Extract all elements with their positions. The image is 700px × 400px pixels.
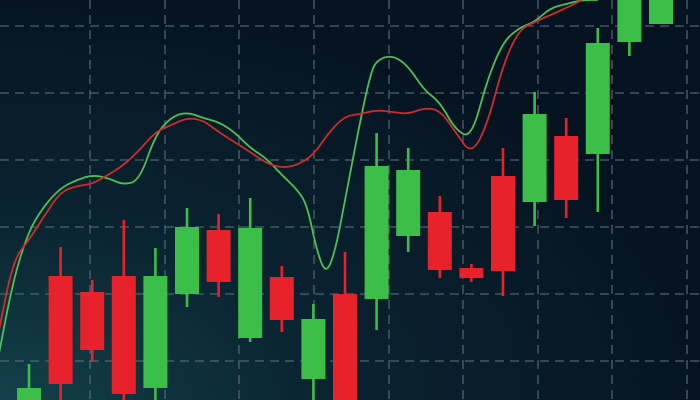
candle-body-up (649, 0, 673, 24)
candle-body-down (206, 230, 231, 282)
candle-body-up (175, 227, 199, 294)
candle-body-down (80, 292, 105, 350)
candle-1 (17, 364, 41, 400)
candle-body-up (522, 114, 547, 202)
candle-body-down (491, 176, 515, 271)
candle-17 (522, 92, 547, 226)
candle-body-up (617, 0, 642, 42)
candle-body-down (554, 136, 579, 200)
candle-13 (396, 148, 421, 252)
candle-4 (111, 220, 136, 400)
candle-14 (427, 196, 452, 278)
candle-body-up (238, 228, 263, 338)
candle-16 (491, 148, 515, 296)
candle-3 (80, 280, 105, 362)
candle-body-up (143, 276, 168, 388)
indicator-lines (0, 0, 598, 354)
candle-10 (301, 304, 326, 400)
candle-18 (554, 118, 579, 218)
candle-12 (364, 133, 389, 330)
candle-5 (143, 248, 168, 400)
candle-15 (459, 264, 484, 282)
candle-body-down (427, 212, 452, 270)
candle-body-up (17, 388, 41, 400)
candle-body-down (269, 277, 294, 320)
candle-body-up (301, 319, 326, 379)
candle-body-down (333, 294, 357, 400)
candles (17, 0, 673, 400)
candle-20 (617, 0, 642, 56)
candle-body-up (585, 43, 610, 154)
candle-body-down (459, 268, 484, 278)
indicator-line-1 (0, 0, 598, 354)
candle-8 (238, 198, 263, 342)
candle-7 (206, 214, 231, 297)
candle-2 (48, 247, 73, 400)
candle-body-down (48, 276, 73, 384)
indicator-line-2 (0, 0, 583, 330)
candle-body-up (364, 166, 389, 299)
candle-21 (649, 0, 673, 24)
candle-19 (585, 28, 610, 212)
candle-6 (175, 208, 199, 307)
candle-body-up (396, 170, 421, 236)
candle-11 (333, 252, 357, 400)
candle-9 (269, 266, 294, 332)
candle-body-down (111, 276, 136, 394)
